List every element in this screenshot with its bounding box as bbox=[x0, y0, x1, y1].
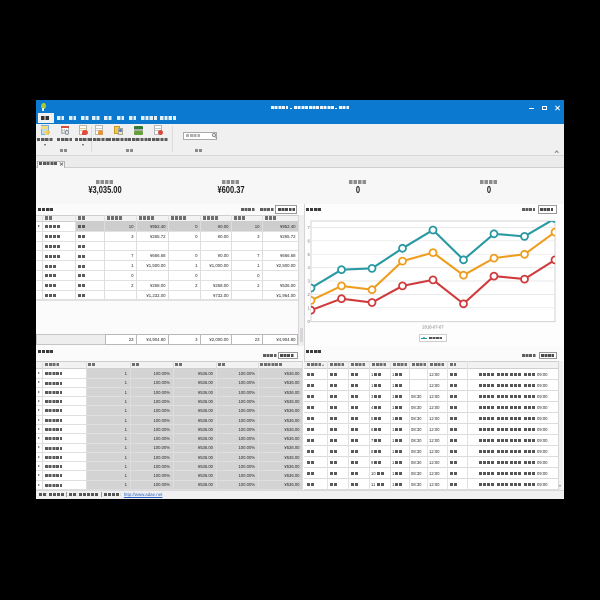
svg-text:3: 3 bbox=[307, 279, 310, 284]
svg-text:2018-07-07: 2018-07-07 bbox=[422, 325, 444, 330]
svg-text:2: 2 bbox=[307, 292, 310, 297]
svg-text:5: 5 bbox=[307, 252, 310, 257]
svg-text:1: 1 bbox=[307, 305, 310, 310]
svg-text:4: 4 bbox=[307, 265, 310, 270]
svg-text:7: 7 bbox=[307, 225, 310, 230]
svg-text:0: 0 bbox=[307, 319, 310, 324]
svg-text:6: 6 bbox=[307, 238, 310, 243]
